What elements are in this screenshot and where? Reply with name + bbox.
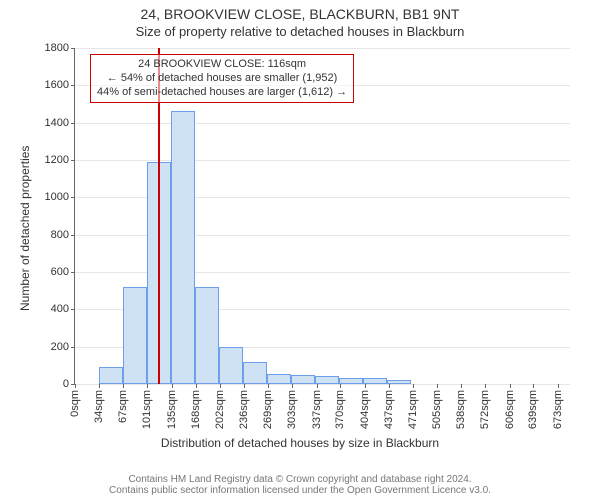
histogram-bar [315,376,339,384]
histogram-bar [171,111,195,384]
histogram-bar [219,347,243,384]
x-tick-label: 404sqm [359,390,371,429]
histogram-bar [99,367,123,384]
callout-line: ← 54% of detached houses are smaller (1,… [97,72,347,86]
y-tick-label: 1400 [45,117,69,129]
x-tick-label: 673sqm [552,390,564,429]
y-tick-label: 600 [51,266,69,278]
y-tick-mark [71,85,75,86]
y-tick-mark [71,48,75,49]
x-tick-mark [558,384,559,388]
x-tick-label: 538sqm [455,390,467,429]
gridline-h [75,48,570,49]
y-tick-mark [71,197,75,198]
y-tick-label: 200 [51,341,69,353]
x-tick-mark [340,384,341,388]
x-tick-label: 34sqm [93,390,105,423]
histogram-bar [291,375,315,384]
x-tick-label: 606sqm [504,390,516,429]
y-tick-mark [71,123,75,124]
histogram-bar [387,380,411,384]
x-tick-mark [268,384,269,388]
y-tick-mark [71,235,75,236]
page-subtitle: Size of property relative to detached ho… [0,24,600,39]
x-tick-label: 135sqm [166,390,178,429]
histogram-bar [195,287,219,384]
y-tick-label: 400 [51,303,69,315]
y-tick-mark [71,272,75,273]
gridline-h [75,123,570,124]
x-tick-mark [123,384,124,388]
callout-box: 24 BROOKVIEW CLOSE: 116sqm← 54% of detac… [90,54,354,103]
y-tick-label: 1000 [45,191,69,203]
y-tick-label: 0 [63,378,69,390]
x-tick-mark [461,384,462,388]
y-axis-line [74,48,75,384]
page-title: 24, BROOKVIEW CLOSE, BLACKBURN, BB1 9NT [0,6,600,22]
x-tick-label: 202sqm [214,390,226,429]
x-tick-mark [437,384,438,388]
x-tick-mark [220,384,221,388]
x-tick-label: 0sqm [69,390,81,417]
x-tick-label: 505sqm [431,390,443,429]
x-tick-mark [389,384,390,388]
x-tick-label: 168sqm [190,390,202,429]
x-axis-label: Distribution of detached houses by size … [0,436,600,450]
x-tick-label: 437sqm [383,390,395,429]
callout-line: 24 BROOKVIEW CLOSE: 116sqm [97,58,347,72]
x-tick-mark [510,384,511,388]
y-tick-mark [71,160,75,161]
footer-line-2: Contains public sector information licen… [0,485,600,496]
histogram-bar [267,374,291,384]
y-axis-label: Number of detached properties [18,146,32,311]
x-tick-mark [485,384,486,388]
y-tick-label: 1600 [45,79,69,91]
x-tick-mark [196,384,197,388]
y-tick-mark [71,347,75,348]
y-tick-mark [71,309,75,310]
y-tick-label: 1800 [45,42,69,54]
histogram-bar [339,378,363,384]
y-tick-label: 1200 [45,154,69,166]
x-tick-mark [172,384,173,388]
callout-line: 44% of semi-detached houses are larger (… [97,86,347,100]
x-tick-mark [292,384,293,388]
footer-text: Contains HM Land Registry data © Crown c… [0,474,600,496]
x-tick-label: 471sqm [407,390,419,429]
x-tick-label: 269sqm [262,390,274,429]
y-tick-label: 800 [51,229,69,241]
x-tick-mark [533,384,534,388]
x-tick-label: 639sqm [527,390,539,429]
x-tick-mark [244,384,245,388]
x-tick-label: 337sqm [311,390,323,429]
x-tick-label: 303sqm [286,390,298,429]
chart-container: { "title_line1": "24, BROOKVIEW CLOSE, B… [0,0,600,500]
x-tick-mark [99,384,100,388]
histogram-bar [243,362,267,384]
x-tick-mark [365,384,366,388]
x-tick-mark [413,384,414,388]
x-tick-label: 236sqm [238,390,250,429]
histogram-bar [123,287,147,384]
x-tick-label: 67sqm [117,390,129,423]
footer-line-1: Contains HM Land Registry data © Crown c… [0,474,600,485]
x-tick-label: 370sqm [334,390,346,429]
x-tick-label: 572sqm [479,390,491,429]
gridline-h [75,160,570,161]
x-tick-mark [75,384,76,388]
histogram-bar [363,378,387,384]
x-tick-label: 101sqm [141,390,153,429]
gridline-h [75,384,570,385]
x-tick-mark [147,384,148,388]
x-tick-mark [317,384,318,388]
